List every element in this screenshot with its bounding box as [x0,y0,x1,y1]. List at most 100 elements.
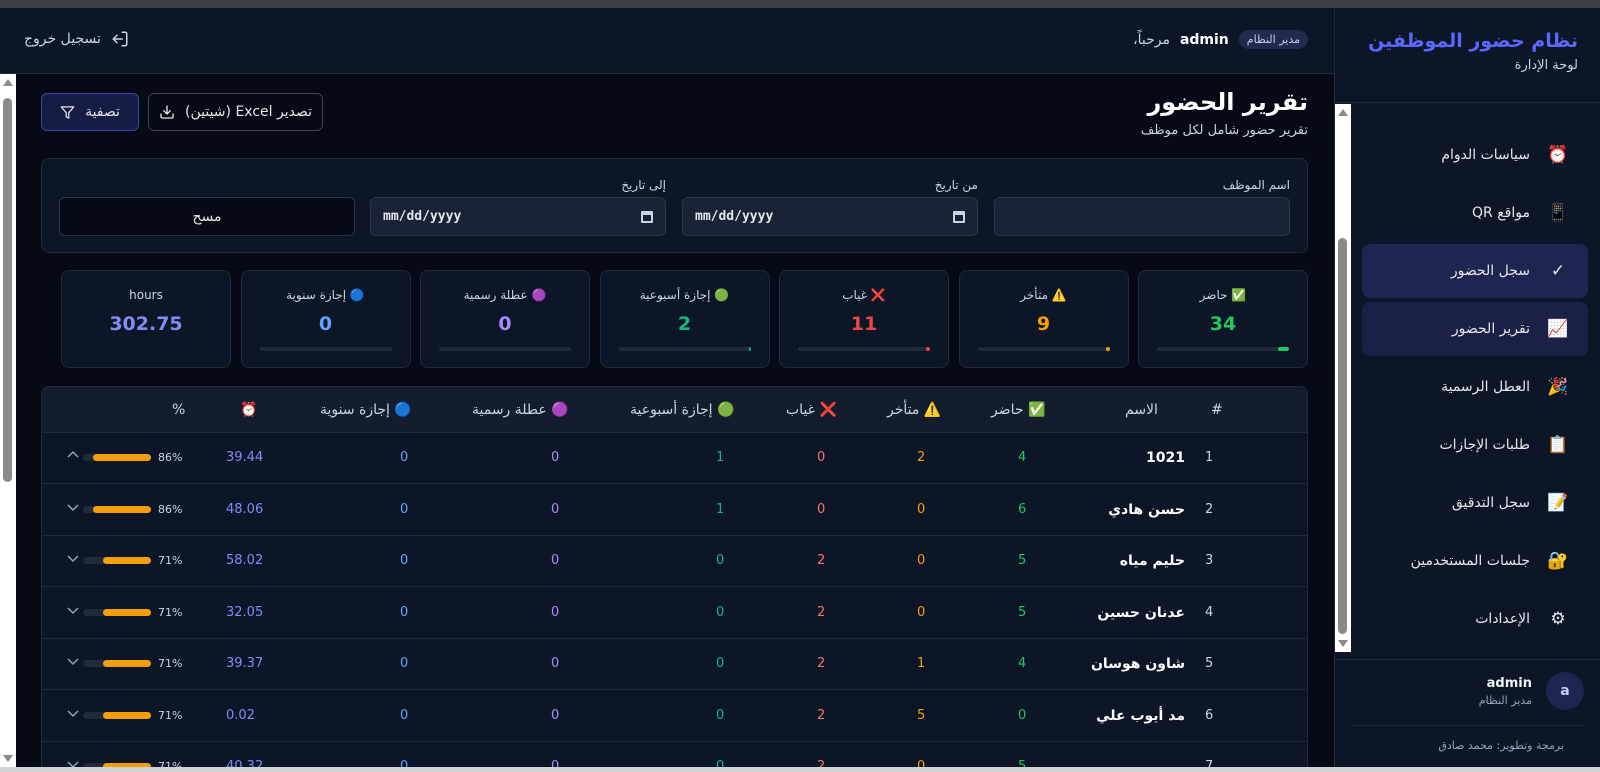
clipboard-icon: 📋 [1547,435,1569,455]
col-index: # [1211,402,1223,418]
sidebar-item-attendance-log[interactable]: سجل الحضور ✓ [1362,244,1588,298]
chevron-down-icon[interactable] [67,552,79,564]
user-profile[interactable]: a admin مدير النظام [1479,672,1584,710]
welcome-block: مرحباً، admin مدير النظام [1133,30,1308,49]
user-divider [1335,659,1600,660]
cell-holiday: 0 [551,450,560,465]
cell-index: 5 [1205,656,1214,671]
sidebar-item-user-sessions[interactable]: جلسات المستخدمين 🔐 [1362,534,1588,588]
table-row[interactable]: 2 حسن هادي 6 0 0 1 0 0 48.06 86% [42,485,1307,536]
stat-absent-label: ❌ غياب [842,288,886,302]
filter-button[interactable]: تصفية [41,93,139,131]
logout-button[interactable]: تسجيل خروج [24,30,129,48]
cell-late: 0 [917,553,926,568]
cell-late: 1 [917,656,926,671]
cell-annual-leave: 0 [400,604,409,620]
cell-holiday: 0 [551,604,560,620]
stat-holiday-label: 🟣 عطلة رسمية [463,288,547,302]
table-row[interactable]: 5 شاون هوسان 4 1 2 0 0 0 39.37 71% [42,639,1307,690]
stat-weekly-off-bar [618,347,751,351]
cell-holiday: 0 [551,501,560,517]
stat-weekly-off-bar-fill [749,347,751,351]
table-row[interactable]: 3 حليم مياه 5 0 2 0 0 0 58.02 71% [42,536,1307,587]
stat-hours-value: 302.75 [109,313,183,335]
chevron-down-icon[interactable] [67,655,79,667]
sidebar-item-label: مواقع QR [1472,205,1530,221]
percent-bar-fill [92,454,151,461]
cell-percent: 71% [158,708,183,722]
sidebar-item-qr-locations[interactable]: مواقع QR 📱 [1362,186,1588,240]
percent-bar-fill [102,608,151,616]
scroll-up-arrow-icon[interactable] [1338,109,1348,116]
cell-index: 4 [1205,604,1214,620]
employee-name-input[interactable] [994,197,1290,236]
table-row[interactable]: 1 1021 4 2 0 1 0 0 39.44 86% [42,433,1307,484]
app-subtitle: لوحة الإدارة [1514,58,1578,73]
percent-bar [83,711,151,719]
calendar-icon[interactable] [953,210,965,223]
cell-percent: 71% [158,554,183,567]
chevron-down-icon[interactable] [67,501,79,513]
attendance-report-table: # الاسم ✅ حاضر ⚠️ متأخر ❌ غياب 🟢 إجازة أ… [41,386,1308,772]
cell-weekly-off: 0 [716,707,725,723]
main-scroll-thumb[interactable] [3,98,12,482]
stat-late-label: ⚠️ متأخر [1020,288,1067,302]
sidebar-item-settings[interactable]: الإعدادات ⚙ [1362,592,1588,646]
user-role: مدير النظام [1478,693,1532,707]
percent-bar [83,557,151,564]
avatar[interactable]: a [1546,672,1584,710]
scroll-up-arrow-icon[interactable] [3,79,13,86]
export-excel-button[interactable]: تصدير Excel (شيتين) [148,93,323,131]
sidebar-item-holidays[interactable]: العطل الرسمية 🎉 [1362,360,1588,414]
sidebar-scroll-thumb[interactable] [1338,238,1347,634]
main-scrollbar[interactable] [0,74,16,767]
stat-weekly-off-card: 🟢 إجازة أسبوعية 2 [599,270,770,368]
role-badge: مدير النظام [1238,30,1308,49]
stat-late-bar [977,347,1110,351]
sidebar-item-audit-log[interactable]: سجل التدقيق 📝 [1362,476,1588,530]
to-date-input[interactable]: mm/dd/yyyy [370,197,666,236]
calendar-icon[interactable] [641,210,653,223]
stat-absent-bar [798,347,930,351]
chart-icon: 📈 [1547,319,1569,339]
stat-holiday-bar [439,347,571,351]
sidebar-item-work-policies[interactable]: سياسات الدوام ⏰ [1362,128,1588,182]
sidebar-scrollbar[interactable] [1335,104,1351,652]
col-name: الاسم [1125,402,1158,418]
chevron-down-icon[interactable] [67,707,79,719]
stat-weekly-off-label: 🟢 إجازة أسبوعية [639,288,730,302]
cell-present: 5 [1018,604,1027,620]
cell-holiday: 0 [551,759,560,772]
cell-late: 5 [917,707,926,723]
sidebar-item-label: تقرير الحضور [1451,321,1530,337]
cell-percent: 71% [158,605,183,619]
stat-present-value: 34 [1209,313,1237,335]
cell-name: مد أيوب علي [1096,707,1185,724]
sidebar-item-label: سجل الحضور [1450,263,1530,279]
chevron-down-icon[interactable] [67,604,79,616]
table-header: # الاسم ✅ حاضر ⚠️ متأخر ❌ غياب 🟢 إجازة أ… [42,387,1307,433]
scroll-down-arrow-icon[interactable] [3,755,13,762]
cell-absent: 0 [817,501,826,517]
window-top-strip [0,0,1600,8]
scroll-down-arrow-icon[interactable] [1338,640,1348,647]
table-row[interactable]: 6 مد أيوب علي 0 5 2 0 0 0 0.02 71% [42,691,1307,742]
cell-weekly-off: 1 [716,450,725,465]
col-absent: ❌ غياب [786,402,837,418]
from-date-input[interactable]: mm/dd/yyyy [682,197,978,236]
sidebar-item-attendance-report[interactable]: تقرير الحضور 📈 [1362,302,1588,356]
percent-bar-fill [102,711,151,719]
logout-label: تسجيل خروج [24,31,101,47]
cell-annual-leave: 0 [400,707,409,723]
cell-present: 5 [1018,553,1027,568]
clear-button[interactable]: مسح [59,197,355,236]
cell-weekly-off: 0 [716,656,725,671]
chevron-up-icon[interactable] [67,449,79,461]
top-header: تسجيل خروج مرحباً، admin مدير النظام [0,8,1334,74]
col-late: ⚠️ متأخر [887,402,942,418]
cell-holiday: 0 [551,553,560,568]
cell-weekly-off: 0 [716,604,725,620]
table-row[interactable]: 4 عدنان حسين 5 0 2 0 0 0 32.05 71% [42,588,1307,639]
gear-icon: ⚙ [1550,609,1566,629]
sidebar-item-leave-requests[interactable]: طلبات الإجازات 📋 [1362,418,1588,472]
